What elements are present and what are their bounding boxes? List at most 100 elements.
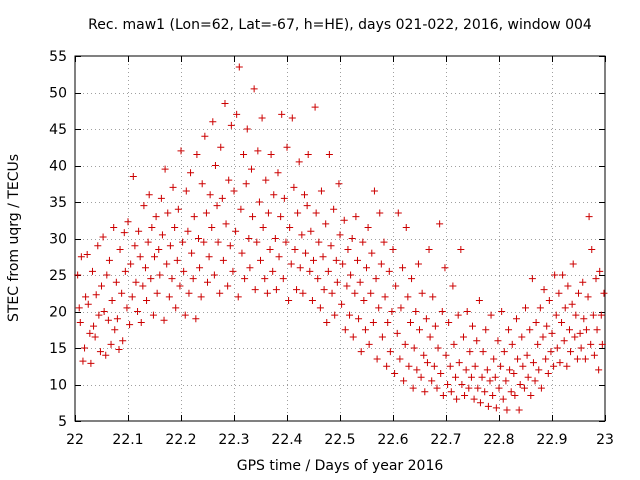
data-point — [331, 311, 339, 319]
data-point — [498, 308, 506, 315]
data-point — [381, 293, 389, 301]
data-point — [503, 406, 511, 414]
data-point — [516, 381, 524, 388]
data-point — [585, 213, 593, 221]
data-point — [531, 377, 539, 385]
data-point — [91, 333, 99, 341]
data-point — [404, 293, 412, 301]
data-point — [98, 282, 105, 290]
data-point — [476, 399, 484, 407]
data-point — [346, 311, 354, 319]
data-point — [205, 253, 213, 261]
data-point — [82, 293, 90, 301]
data-point — [79, 357, 87, 365]
data-point — [341, 326, 349, 334]
data-point — [112, 278, 120, 286]
data-point — [495, 384, 503, 392]
data-point — [571, 333, 579, 341]
data-point — [105, 256, 113, 264]
data-point — [325, 151, 333, 159]
data-point — [385, 267, 393, 275]
data-point — [344, 245, 352, 253]
data-point — [592, 275, 600, 283]
data-point — [148, 224, 156, 232]
data-point — [92, 291, 100, 299]
data-point — [353, 256, 361, 264]
data-point — [177, 147, 185, 155]
data-point — [532, 318, 540, 326]
data-point — [412, 308, 420, 315]
x-tick-label: 22.5 — [324, 432, 355, 448]
data-point — [129, 172, 137, 180]
data-point — [551, 271, 559, 279]
data-point — [193, 151, 201, 159]
data-point — [526, 326, 534, 334]
data-point — [535, 366, 543, 374]
data-point — [314, 275, 322, 283]
data-point — [307, 227, 315, 235]
data-point — [302, 249, 310, 257]
data-point — [275, 253, 283, 261]
data-point — [286, 224, 294, 232]
data-point — [465, 384, 473, 392]
data-point — [320, 286, 328, 294]
data-point — [224, 282, 232, 290]
data-point — [300, 191, 308, 199]
data-point — [478, 373, 486, 381]
data-point — [328, 289, 336, 297]
data-point — [357, 348, 365, 356]
data-point — [540, 286, 548, 294]
data-point — [136, 253, 144, 261]
data-point — [461, 391, 469, 399]
data-point — [510, 370, 518, 378]
data-point — [580, 315, 588, 323]
data-point — [553, 344, 561, 352]
data-point — [444, 381, 452, 388]
data-point — [137, 318, 145, 326]
y-tick-label: 40 — [49, 159, 67, 175]
data-point — [593, 326, 601, 334]
data-point — [181, 311, 189, 319]
data-point — [520, 384, 528, 392]
data-point — [147, 275, 155, 283]
data-point — [217, 143, 225, 151]
data-point — [304, 151, 312, 159]
data-point — [290, 183, 298, 191]
data-point — [213, 202, 221, 210]
y-tick-label: 25 — [49, 268, 67, 284]
data-point — [74, 271, 82, 279]
data-point — [160, 316, 168, 324]
data-point — [243, 125, 251, 133]
data-point — [184, 227, 192, 235]
data-point — [287, 260, 295, 268]
data-point — [512, 315, 520, 323]
data-point — [475, 297, 483, 305]
data-point — [211, 162, 219, 169]
y-tick-label: 35 — [49, 195, 67, 211]
data-point — [335, 180, 343, 188]
data-point — [584, 293, 592, 301]
data-point — [471, 362, 479, 370]
data-point — [277, 213, 285, 221]
y-tick-label: 20 — [49, 305, 67, 321]
data-point — [548, 329, 556, 337]
data-point — [568, 300, 576, 308]
data-point — [261, 275, 269, 283]
axis-ticks: 22 22.1 22.2 22.3 22.4 22.5 22.6 22.7 22.8 22.9 23… — [49, 49, 614, 448]
data-point — [299, 289, 307, 297]
data-point — [165, 293, 173, 301]
data-point — [497, 362, 505, 370]
y-tick-label: 45 — [49, 122, 67, 138]
data-point — [400, 377, 408, 385]
data-point — [348, 235, 356, 242]
data-point — [441, 264, 449, 272]
data-point — [428, 377, 436, 385]
data-point — [253, 238, 261, 246]
data-point — [416, 326, 423, 334]
data-point — [233, 110, 241, 118]
data-point — [423, 359, 431, 367]
data-point — [433, 384, 441, 392]
data-point — [547, 348, 555, 356]
data-point — [296, 264, 304, 272]
data-point — [218, 194, 226, 202]
